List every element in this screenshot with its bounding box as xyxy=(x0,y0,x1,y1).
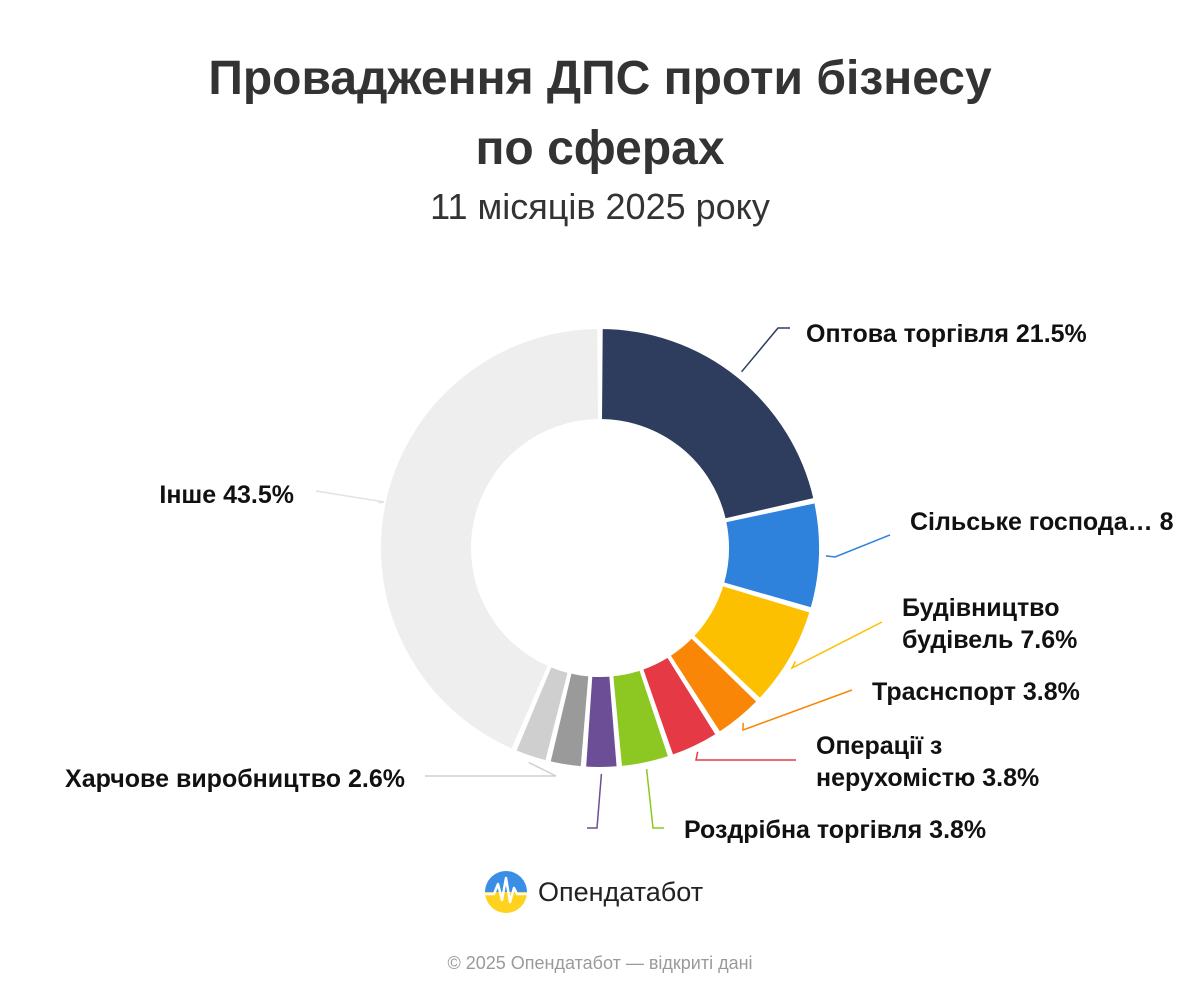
brand-logo: Опендатабот xyxy=(484,870,703,914)
slice-label-4: Операції з нерухомістю 3.8% xyxy=(816,732,1039,792)
slice-label-line: Сільське господа… 8 xyxy=(910,508,1174,536)
slice-label-line: будівель 7.6% xyxy=(902,626,1077,654)
leader-line-4 xyxy=(695,751,796,761)
leader-line-6 xyxy=(587,773,603,829)
slice-label-line: нерухомістю 3.8% xyxy=(816,764,1039,792)
slice-label-line: Харчове виробництво 2.6% xyxy=(65,765,405,793)
donut-slice-4[interactable] xyxy=(641,655,718,757)
leader-line-5 xyxy=(645,769,664,829)
slice-label-line: Будівництво xyxy=(902,594,1060,622)
donut-slice-9[interactable] xyxy=(379,327,600,751)
slice-label-5: Роздрібна торгівля 3.8% xyxy=(684,816,986,844)
donut-slice-6[interactable] xyxy=(584,674,619,769)
slice-label-line: Оптова торгівля 21.5% xyxy=(806,320,1087,348)
brand-name: Опендатабот xyxy=(538,876,704,907)
leader-line-0 xyxy=(740,327,790,373)
leader-line-8 xyxy=(425,761,557,777)
title-line-1: Провадження ДПС проти бізнесу xyxy=(208,52,992,105)
slice-label-line: Операції з xyxy=(816,732,942,760)
donut-slice-7[interactable] xyxy=(548,671,591,769)
chart-subtitle: 11 місяців 2025 року xyxy=(430,186,770,227)
slice-label-0: Оптова торгівля 21.5% xyxy=(806,320,1087,348)
chart-title: Провадження ДПС проти бізнесу по сферах xyxy=(0,44,1200,184)
donut-slice-1[interactable] xyxy=(722,501,821,610)
donut-slice-2[interactable] xyxy=(692,584,812,701)
slice-label-2: Будівництво будівель 7.6% xyxy=(902,594,1077,654)
slice-label-8: Харчове виробництво 2.6% xyxy=(65,765,405,793)
donut-slice-3[interactable] xyxy=(668,636,759,734)
slice-label-line: Траснспорт 3.8% xyxy=(872,678,1080,706)
leader-line-2 xyxy=(790,621,883,670)
slice-label-9: Інше 43.5% xyxy=(159,481,294,509)
title-line-2: по сферах xyxy=(475,122,725,175)
donut-slice-0[interactable] xyxy=(600,327,816,521)
slice-label-line: Роздрібна торгівля 3.8% xyxy=(684,816,986,844)
slice-label-1: Сільське господа… 8 xyxy=(910,508,1174,536)
donut-slice-5[interactable] xyxy=(611,668,671,768)
leader-line-9 xyxy=(315,490,385,504)
leader-line-3 xyxy=(742,689,853,732)
leader-line-1 xyxy=(825,534,891,558)
slice-label-line: Інше 43.5% xyxy=(159,481,294,509)
footer-copyright: © 2025 Опендатабот — відкриті дані xyxy=(447,953,753,973)
slice-label-3: Траснспорт 3.8% xyxy=(872,678,1080,706)
opendatabot-logo-icon xyxy=(485,871,527,913)
donut-slice-8[interactable] xyxy=(514,665,570,763)
